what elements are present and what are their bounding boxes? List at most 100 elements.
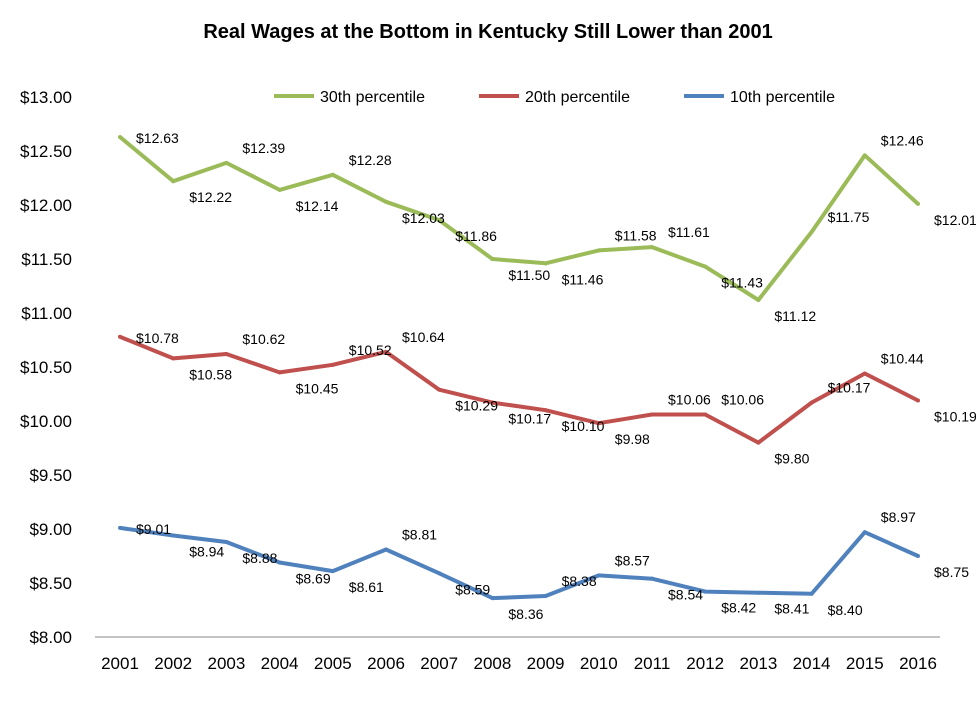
data-label: $10.44 xyxy=(881,350,924,366)
data-point xyxy=(916,398,920,403)
x-tick-label: 2001 xyxy=(101,654,139,673)
data-label: $8.81 xyxy=(402,527,437,543)
data-label: $10.06 xyxy=(721,392,764,408)
data-point xyxy=(703,589,708,594)
data-label: $9.80 xyxy=(774,451,809,467)
data-point xyxy=(490,596,495,601)
data-point xyxy=(596,573,601,578)
chart-title: Real Wages at the Bottom in Kentucky Sti… xyxy=(203,21,772,43)
data-label: $10.45 xyxy=(296,380,339,396)
x-tick-label: 2009 xyxy=(527,654,565,673)
series-line xyxy=(118,135,920,302)
data-label: $8.40 xyxy=(828,602,863,618)
data-point xyxy=(543,261,548,266)
y-tick-label: $8.00 xyxy=(29,628,72,647)
data-point xyxy=(596,421,601,426)
data-label: $9.01 xyxy=(136,521,171,537)
data-label: $10.78 xyxy=(136,330,179,346)
data-point xyxy=(703,412,708,417)
data-point xyxy=(809,400,814,405)
legend: 30th percentile 20th percentile 10th perce… xyxy=(274,89,835,106)
y-tick-label: $13.00 xyxy=(20,88,72,107)
data-point xyxy=(330,172,335,177)
data-label: $10.52 xyxy=(349,342,392,358)
data-point xyxy=(490,257,495,261)
data-point xyxy=(916,201,920,206)
data-label: $10.19 xyxy=(934,408,976,424)
data-point xyxy=(437,218,442,223)
data-label: $11.75 xyxy=(828,209,870,225)
y-tick-label: $10.00 xyxy=(20,412,72,431)
x-tick-label: 2010 xyxy=(580,654,618,673)
data-label: $12.03 xyxy=(402,210,445,226)
data-label: $10.17 xyxy=(508,411,551,427)
data-label: $10.17 xyxy=(828,380,871,396)
legend-label: 10th percentile xyxy=(730,89,835,106)
data-label: $11.61 xyxy=(668,224,710,240)
y-tick-label: $9.50 xyxy=(29,466,72,485)
x-tick-label: 2011 xyxy=(634,654,671,673)
data-point xyxy=(490,400,495,405)
data-point xyxy=(862,371,867,376)
x-tick-label: 2014 xyxy=(793,654,831,673)
y-tick-label: $12.00 xyxy=(20,196,72,215)
data-point xyxy=(862,153,867,158)
data-point xyxy=(703,264,708,269)
data-label: $11.86 xyxy=(455,228,497,244)
data-label: $11.12 xyxy=(774,308,816,324)
x-tick-label: 2005 xyxy=(314,654,352,673)
y-tick-label: $8.50 xyxy=(29,574,72,593)
data-label: $10.62 xyxy=(242,331,285,347)
data-point xyxy=(437,571,442,576)
x-tick-label: 2003 xyxy=(207,654,245,673)
x-axis: 2001 2002 2003 2004 2005 2006 2007 2008 2009 2010… xyxy=(101,654,937,673)
data-point xyxy=(330,569,335,574)
data-labels: $12.63 $12.22 $12.39 $12.14 $12.28 $12.03 $11.… xyxy=(136,130,976,622)
data-point xyxy=(118,134,122,139)
data-point xyxy=(330,362,335,367)
data-label: $8.42 xyxy=(721,600,756,616)
data-point xyxy=(224,352,229,357)
y-tick-label: $12.50 xyxy=(20,142,72,161)
data-label: $10.10 xyxy=(562,418,605,434)
data-label: $8.69 xyxy=(296,570,331,586)
x-tick-label: 2015 xyxy=(846,654,884,673)
data-label: $8.59 xyxy=(455,581,490,597)
data-point xyxy=(384,349,388,354)
data-label: $12.46 xyxy=(881,132,924,148)
y-tick-label: $10.50 xyxy=(20,358,72,377)
data-point xyxy=(543,593,548,598)
data-label: $12.01 xyxy=(934,212,976,228)
x-tick-label: 2007 xyxy=(420,654,458,673)
data-point xyxy=(596,248,601,253)
data-label: $12.63 xyxy=(136,130,179,146)
data-label: $11.58 xyxy=(615,227,657,243)
data-point xyxy=(809,230,814,234)
x-tick-label: 2006 xyxy=(367,654,405,673)
data-label: $8.61 xyxy=(349,579,384,595)
data-label: $10.06 xyxy=(668,392,711,408)
data-label: $12.22 xyxy=(189,189,232,205)
data-label: $8.57 xyxy=(615,552,650,568)
x-tick-label: 2002 xyxy=(154,654,192,673)
data-label: $8.88 xyxy=(242,550,277,566)
data-label: $8.36 xyxy=(508,606,543,622)
x-tick-label: 2008 xyxy=(473,654,511,673)
data-point xyxy=(277,370,282,375)
y-tick-label: $9.00 xyxy=(29,520,72,539)
data-label: $8.41 xyxy=(774,601,809,617)
data-point xyxy=(809,591,814,596)
data-label: $8.97 xyxy=(881,509,916,525)
data-point xyxy=(118,525,122,530)
data-label: $8.75 xyxy=(934,564,969,580)
data-point xyxy=(171,356,176,361)
data-point xyxy=(756,590,761,595)
data-label: $10.64 xyxy=(402,329,445,345)
data-point xyxy=(756,298,761,303)
data-label: $11.43 xyxy=(721,275,763,291)
y-tick-label: $11.00 xyxy=(21,304,72,323)
data-label: $9.98 xyxy=(615,431,650,447)
data-point xyxy=(650,412,654,417)
x-tick-label: 2016 xyxy=(899,654,937,673)
